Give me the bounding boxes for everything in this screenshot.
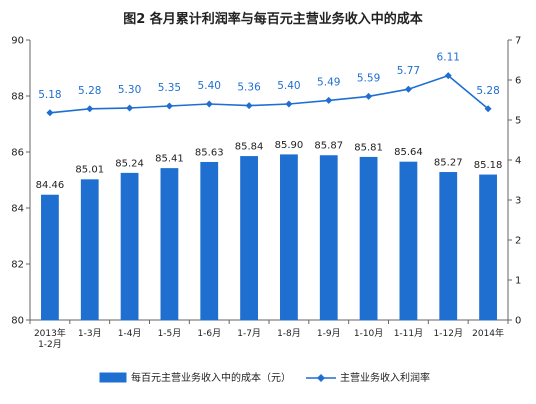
line-point (285, 100, 293, 108)
line-data-label: 5.18 (38, 89, 61, 101)
y-right-tick-label: 0 (515, 316, 521, 327)
bar-data-label: 85.87 (314, 141, 343, 152)
bar-data-label: 85.90 (275, 140, 304, 151)
bar (80, 179, 99, 321)
bar (240, 156, 258, 321)
line-point (205, 100, 213, 108)
bar (120, 172, 139, 321)
bar-data-label: 85.01 (75, 165, 104, 176)
bar-data-label: 85.81 (354, 142, 383, 153)
y-right-tick-label: 5 (515, 116, 521, 127)
bar (479, 174, 497, 321)
y-right-tick-label: 6 (515, 76, 521, 87)
x-tick-label: 1-7月 (237, 328, 261, 339)
y-right-tick-label: 4 (515, 156, 521, 167)
line-point (325, 96, 333, 104)
y-left-tick-label: 82 (11, 260, 24, 271)
legend-bar-swatch (99, 372, 127, 383)
line-point (484, 105, 492, 113)
line-data-label: 5.35 (158, 82, 181, 94)
x-tick-label: 1-12月 (434, 328, 463, 339)
bar (200, 161, 219, 321)
bar-series: 84.46 85.01 85.24 85.41 85.63 85.84 85.90 85.87… (36, 140, 503, 321)
y-left-tick-label: 86 (11, 148, 24, 159)
line-path (49, 74, 489, 114)
legend-line-marker (317, 374, 325, 382)
line-data-label: 6.11 (437, 52, 460, 64)
line-data-label: 5.36 (237, 82, 261, 94)
line-data-label: 5.28 (476, 85, 499, 97)
y-left-tick-label: 90 (11, 36, 24, 47)
line-data-label: 5.40 (277, 80, 300, 92)
x-tick-label: 1-8月 (277, 328, 301, 339)
line-data-label: 5.59 (357, 72, 380, 84)
x-tick-label: 1-9月 (317, 328, 341, 339)
bar (399, 161, 418, 321)
x-tick-label: 1-5月 (158, 328, 182, 339)
bar-data-label: 85.64 (394, 147, 423, 158)
x-tick-label: 2013年 (34, 327, 66, 339)
legend: 每百元主营业务收入中的成本（元） 主营业务收入利润率 (99, 371, 430, 384)
x-tick-label: 2014年 (472, 327, 504, 339)
x-tick-label: 1-4月 (118, 328, 142, 339)
line-data-label: 5.77 (397, 65, 420, 77)
bar (41, 194, 59, 321)
legend-bar-label: 每百元主营业务收入中的成本（元） (131, 371, 291, 384)
x-tick-label: 1-10月 (354, 328, 383, 339)
line-point (165, 102, 173, 110)
y-right-tick-label: 1 (515, 276, 521, 287)
bar-data-label: 85.27 (434, 157, 463, 168)
line-data-label: 5.49 (317, 76, 340, 88)
bar-data-label: 85.84 (235, 141, 264, 152)
bar-data-label: 85.41 (155, 154, 184, 165)
line-point (245, 102, 253, 110)
y-right-tick-label: 2 (515, 236, 521, 247)
line-point (86, 105, 94, 113)
line-point (444, 72, 452, 80)
y-right-tick-label: 7 (515, 36, 521, 47)
bar-data-label: 85.63 (195, 147, 224, 158)
line-point (46, 109, 54, 117)
x-tick-label: 1-3月 (78, 328, 102, 339)
line-point (365, 92, 373, 100)
line-point (126, 104, 134, 112)
y-left-tick-label: 84 (11, 204, 24, 215)
bar (439, 172, 458, 321)
bar-data-label: 85.24 (115, 158, 144, 169)
bar (160, 168, 179, 321)
bar-data-label: 84.46 (36, 180, 65, 191)
legend-line-label: 主营业务收入利润率 (340, 371, 430, 384)
y-right-tick-label: 3 (515, 196, 521, 207)
y-left-tick-label: 88 (11, 92, 24, 103)
line-series: 5.18 5.28 5.30 5.35 5.40 5.36 5.40 5.49 5.59 5.77… (38, 52, 500, 117)
bar-data-label: 85.18 (474, 160, 503, 171)
y-left-tick-label: 80 (11, 316, 24, 327)
x-tick-label: 1-11月 (394, 328, 423, 339)
bar (319, 155, 338, 321)
chart-title: 图2 各月累计利润率与每百元主营业务收入中的成本 (123, 11, 423, 27)
bar (359, 156, 378, 321)
bar (280, 154, 298, 321)
line-data-label: 5.30 (118, 84, 141, 96)
x-tick-label: 1-2月 (38, 339, 62, 350)
line-data-label: 5.28 (78, 85, 101, 97)
x-tick-label: 1-6月 (197, 328, 221, 339)
line-data-label: 5.40 (198, 80, 221, 92)
line-point (404, 85, 412, 93)
